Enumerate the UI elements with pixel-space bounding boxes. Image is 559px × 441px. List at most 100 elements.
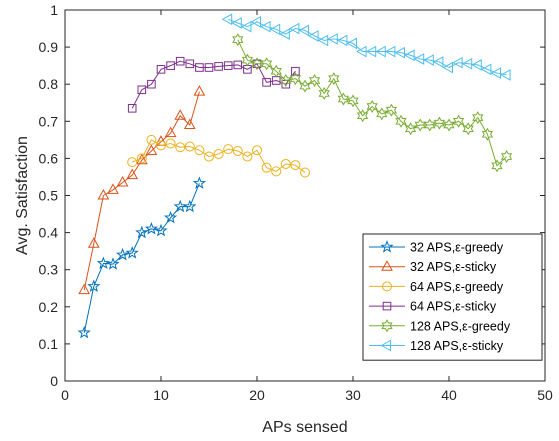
series-6: [221, 13, 511, 81]
data-point: [461, 57, 473, 70]
legend-swatch-marker: [381, 319, 393, 333]
data-point: [394, 46, 405, 59]
data-point: [480, 63, 492, 76]
data-point: [280, 158, 291, 169]
data-point: [241, 53, 254, 67]
data-point: [125, 246, 139, 259]
legend-swatch-marker: [382, 281, 392, 292]
data-point: [137, 85, 147, 95]
data-point: [347, 94, 359, 108]
data-point: [288, 22, 300, 35]
series-line-1: [83, 183, 200, 333]
data-point: [300, 167, 310, 178]
ticks-layer: 0 10 20 30 40 50 0 0.1 0.2 0.3 0.4 0.5 0.6 0.7 0.8 0.9 1: [39, 2, 553, 403]
legend-box: [362, 233, 543, 361]
data-point: [127, 157, 138, 168]
data-point: [260, 20, 271, 33]
data-point: [154, 223, 168, 237]
data-point: [500, 69, 511, 81]
series-line-3: [132, 139, 306, 173]
x-tick-label: 40: [441, 387, 457, 403]
series-line-2: [83, 91, 200, 291]
y-tick-label: 0.6: [39, 150, 59, 166]
data-point: [262, 78, 271, 87]
y-tick-label: 0.3: [39, 262, 59, 278]
data-point: [175, 56, 185, 66]
data-point: [491, 159, 503, 173]
data-point: [395, 114, 407, 128]
data-point: [175, 142, 186, 153]
data-point: [97, 188, 110, 200]
data-point: [240, 20, 252, 33]
data-point: [279, 28, 290, 40]
data-point: [78, 283, 91, 295]
data-point: [194, 145, 205, 156]
data-point: [443, 118, 455, 132]
series-1: [77, 176, 206, 339]
y-tick-label: 0.7: [39, 113, 59, 129]
data-point: [404, 49, 415, 62]
data-point: [337, 92, 350, 106]
data-point: [346, 37, 357, 50]
y-tick-label: 1: [50, 2, 58, 18]
data-point: [298, 24, 309, 37]
data-point: [116, 247, 130, 261]
x-tick-label: 10: [153, 387, 169, 403]
data-point: [156, 140, 166, 151]
x-tick-label: 0: [61, 387, 69, 403]
legend-item: 128 APS,ε-sticky: [369, 339, 504, 353]
data-point: [413, 53, 425, 65]
legend-item: 64 APS,ε-greedy: [369, 280, 504, 294]
data-point: [106, 257, 120, 270]
data-point: [261, 162, 272, 173]
data-point: [308, 74, 321, 87]
legend-label: 128 APS,ε-sticky: [410, 339, 504, 353]
data-point: [233, 60, 243, 70]
legend: 32 APS,ε-greedy 32 APS,ε-sticky 64 APS,ε-g…: [362, 233, 543, 361]
data-point: [472, 111, 484, 125]
data-point: [204, 63, 214, 72]
data-point: [242, 151, 253, 162]
series-5: [232, 33, 513, 173]
data-point: [116, 175, 129, 187]
data-point: [147, 79, 156, 89]
data-point: [145, 144, 158, 155]
legend-swatch-marker: [382, 301, 392, 311]
data-point: [221, 13, 233, 26]
series-line-4: [131, 60, 296, 109]
data-point: [223, 144, 234, 155]
data-point: [164, 126, 177, 138]
y-tick-label: 0.4: [39, 225, 59, 241]
data-point: [317, 34, 329, 47]
legend-item: 64 APS,ε-sticky: [369, 300, 497, 314]
data-point: [195, 63, 204, 72]
data-point: [308, 30, 319, 42]
data-point: [366, 99, 378, 113]
legend-label: 32 APS,ε-sticky: [410, 260, 497, 274]
legend-swatch-marker: [380, 240, 394, 253]
data-point: [432, 56, 444, 68]
data-point: [183, 118, 196, 130]
legend-label: 32 APS,ε-greedy: [410, 241, 504, 255]
data-point: [404, 122, 417, 136]
data-point: [356, 109, 369, 123]
data-point: [291, 66, 300, 76]
data-point: [214, 62, 223, 71]
data-point: [452, 56, 463, 69]
data-point: [500, 150, 513, 164]
data-point: [289, 72, 302, 86]
data-point: [96, 256, 110, 270]
legend-label: 64 APS,ε-sticky: [410, 300, 497, 314]
x-tick-label: 30: [345, 387, 361, 403]
data-point: [471, 59, 482, 71]
data-point: [184, 141, 195, 152]
data-point: [327, 33, 338, 45]
series-layer: [77, 13, 513, 339]
data-point: [192, 176, 206, 189]
data-point: [135, 225, 149, 239]
data-point: [318, 86, 330, 100]
y-tick-label: 0.1: [39, 336, 59, 352]
data-point: [232, 33, 244, 47]
data-point: [423, 54, 434, 66]
